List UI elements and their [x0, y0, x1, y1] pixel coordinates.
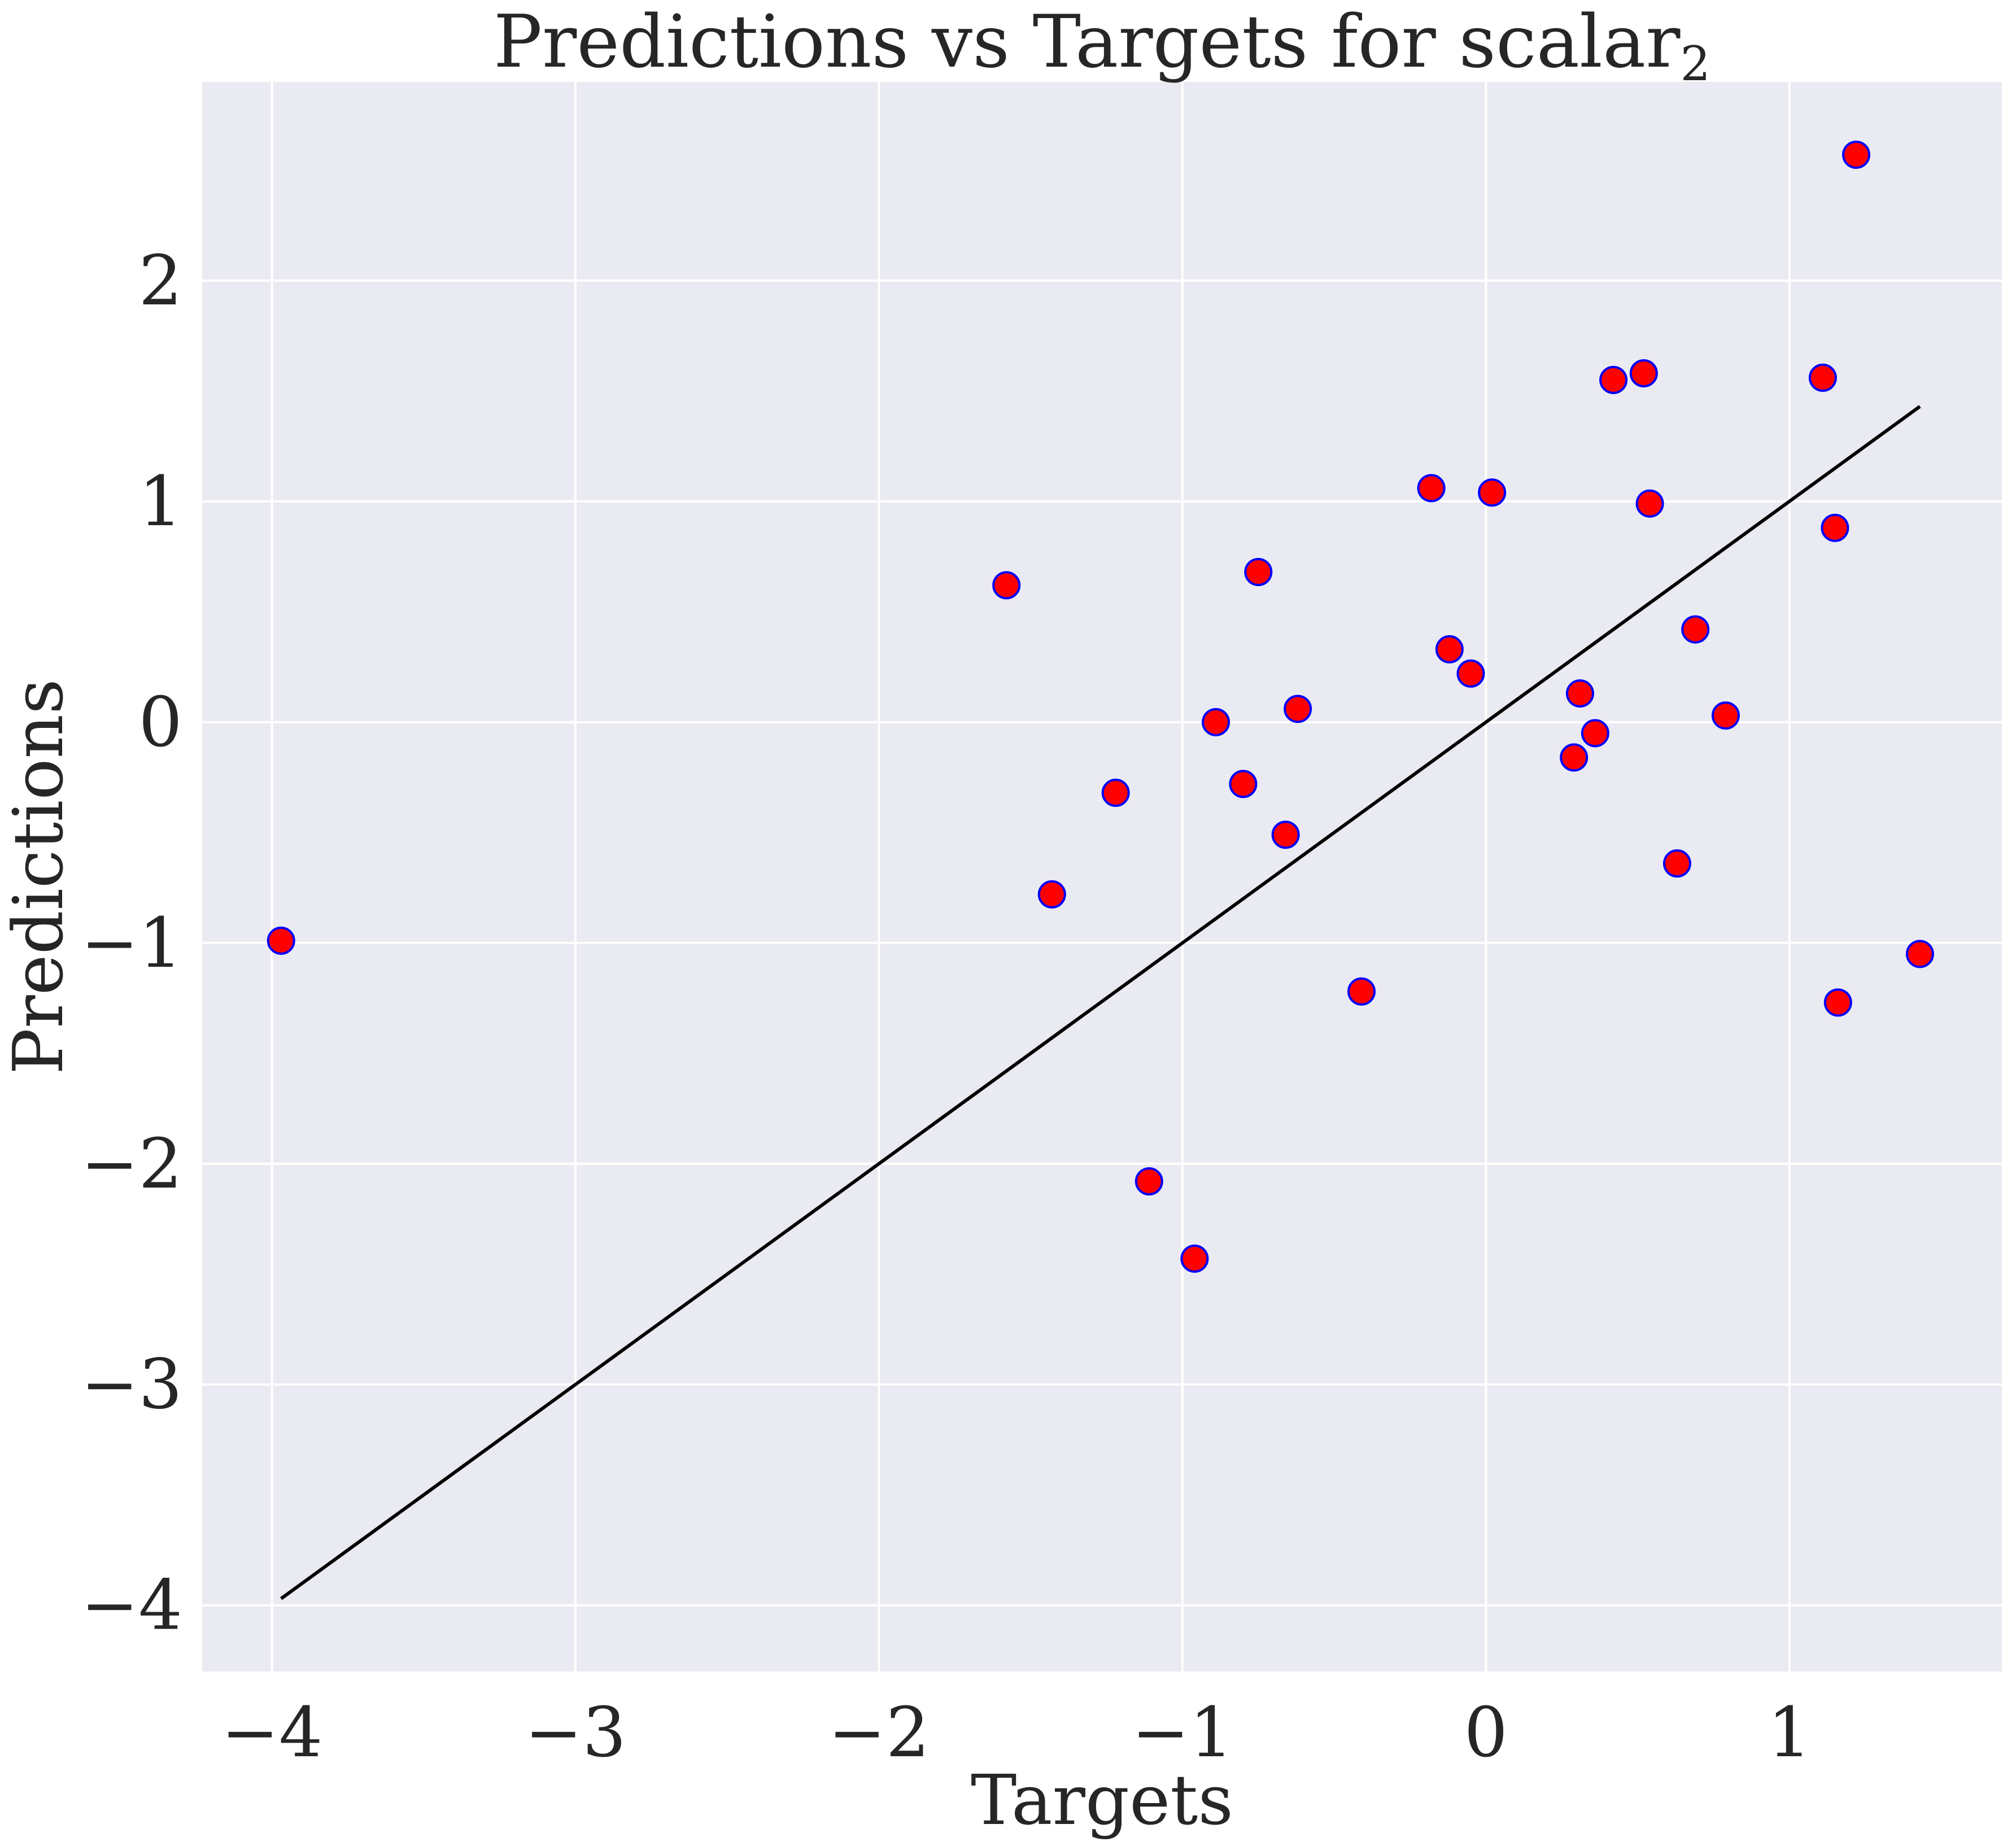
data-point [1821, 513, 1849, 542]
chart-title-main: Predictions vs Targets for scalar [494, 0, 1681, 84]
chart-title-subscript: 2 [1680, 36, 1710, 91]
data-point [1037, 880, 1066, 909]
y-tick-label: −1 [81, 903, 182, 983]
data-point [1629, 359, 1658, 388]
data-point [992, 571, 1021, 600]
x-tick-label: 0 [1464, 1692, 1508, 1773]
x-tick-label: −3 [525, 1692, 626, 1773]
data-point [1560, 743, 1589, 772]
reference-line-group [280, 405, 1921, 1600]
x-tick-labels: −4 −3 −2 −1 0 1 [221, 1692, 1812, 1773]
data-point [1347, 977, 1376, 1006]
grid-lines [202, 82, 2002, 1672]
y-tick-label: 2 [138, 241, 182, 321]
x-tick-label: −4 [221, 1692, 323, 1773]
y-tick-label: 0 [138, 682, 182, 762]
data-point [1565, 679, 1594, 708]
data-point [1101, 778, 1130, 807]
data-point [1599, 365, 1628, 394]
data-point [1808, 363, 1837, 392]
data-points [267, 141, 1934, 1273]
x-tick-label: −1 [1132, 1692, 1233, 1773]
data-point [1284, 695, 1312, 723]
data-point [1662, 849, 1691, 878]
data-point [1435, 635, 1464, 664]
y-tick-labels: −4 −3 −2 −1 0 1 2 [81, 241, 182, 1646]
data-point [1681, 615, 1710, 644]
data-point [1478, 478, 1507, 507]
y-tick-label: −3 [81, 1345, 182, 1425]
y-tick-label: −2 [81, 1124, 182, 1204]
chart-title: Predictions vs Targets for scalar2 [494, 0, 1710, 91]
data-point [1134, 1167, 1163, 1196]
data-point [1244, 557, 1273, 586]
x-axis-label: Targets [971, 1760, 1233, 1840]
data-point [1271, 821, 1300, 849]
data-point [1823, 988, 1852, 1017]
reference-line [280, 405, 1921, 1600]
x-tick-label: 1 [1768, 1692, 1812, 1773]
data-point [1842, 141, 1871, 169]
y-tick-label: −4 [81, 1565, 182, 1646]
data-point [1202, 708, 1230, 736]
data-point [1456, 659, 1485, 688]
data-point [1417, 474, 1446, 503]
data-point [1581, 719, 1609, 748]
plot-area [202, 82, 2002, 1672]
data-point [1711, 701, 1740, 730]
data-point [1905, 940, 1934, 968]
x-tick-label: −2 [828, 1692, 930, 1773]
data-point [1180, 1244, 1209, 1273]
data-point [1229, 770, 1258, 798]
data-point [267, 926, 295, 955]
y-axis-label: Predictions [0, 679, 78, 1075]
y-tick-label: 1 [138, 461, 182, 542]
data-point [1635, 489, 1664, 518]
